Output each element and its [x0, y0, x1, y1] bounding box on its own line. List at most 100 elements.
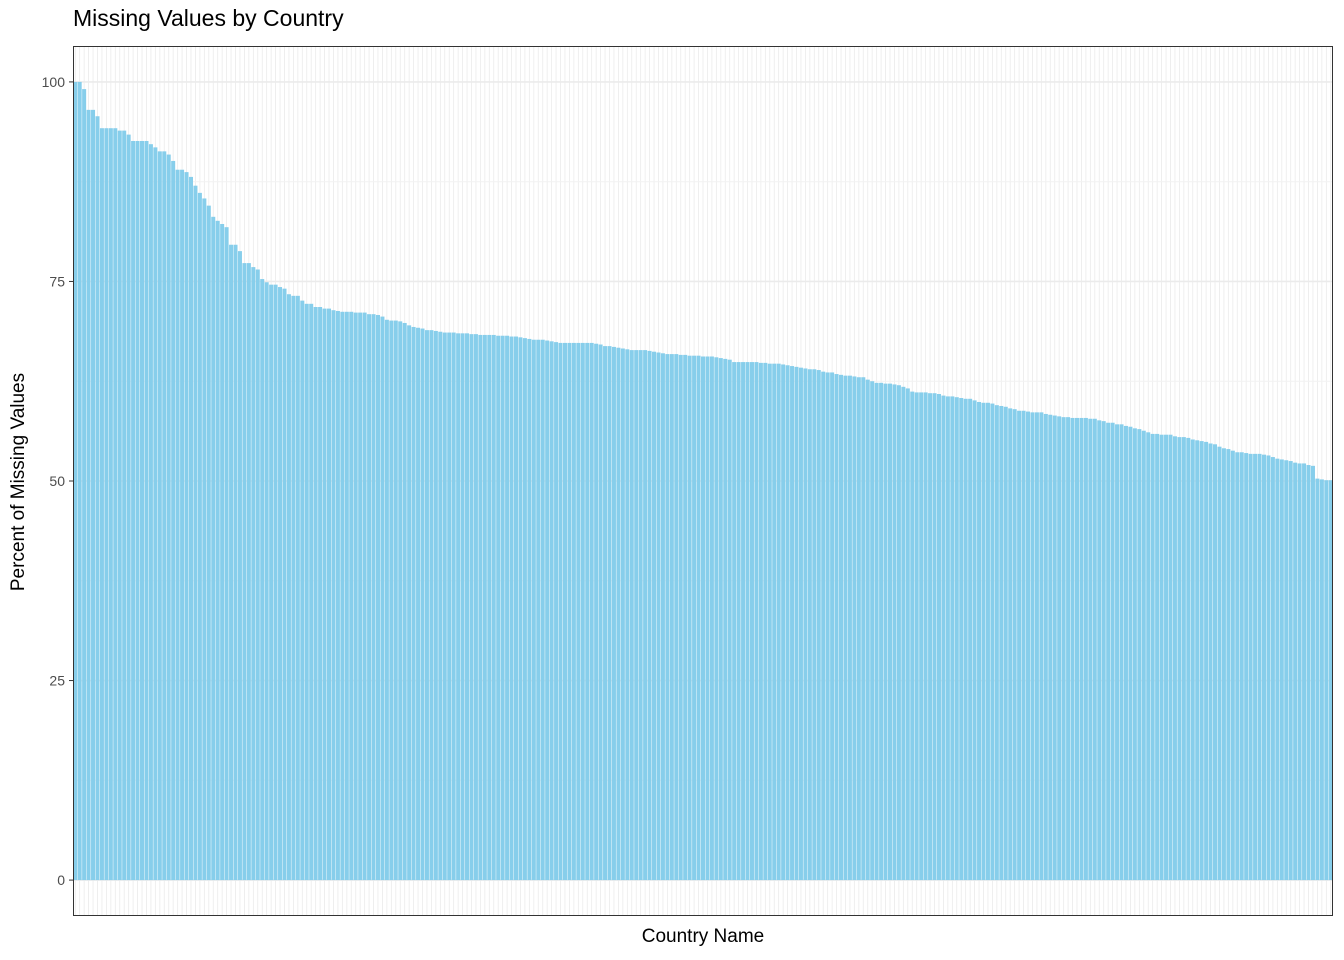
- bar: [665, 354, 670, 881]
- bar: [269, 284, 274, 881]
- bar: [331, 310, 336, 881]
- chart-title: Missing Values by Country: [73, 5, 344, 31]
- bar: [611, 346, 616, 881]
- bar: [705, 356, 710, 881]
- bar: [91, 109, 96, 881]
- bar: [1244, 453, 1249, 881]
- bar: [1248, 453, 1253, 881]
- bar: [589, 342, 594, 881]
- bar: [1195, 440, 1200, 881]
- bar: [874, 382, 879, 881]
- bar: [117, 130, 122, 881]
- bar: [380, 316, 385, 881]
- bar: [749, 362, 754, 881]
- bar: [1315, 478, 1320, 881]
- bar: [745, 362, 750, 881]
- bar: [398, 321, 403, 881]
- bar: [1253, 453, 1258, 881]
- y-tick-label: 50: [49, 473, 65, 489]
- bar: [785, 365, 790, 881]
- bar: [264, 282, 269, 881]
- bar: [1319, 479, 1324, 881]
- bar: [1199, 441, 1204, 881]
- bar: [914, 392, 919, 881]
- bar: [919, 392, 924, 881]
- bar: [358, 312, 363, 881]
- bar: [206, 205, 211, 881]
- bar: [99, 128, 104, 881]
- bar: [718, 358, 723, 881]
- bar: [1026, 411, 1031, 881]
- bar: [816, 370, 821, 881]
- bar: [496, 335, 501, 881]
- bar: [1221, 448, 1226, 881]
- bar: [433, 330, 438, 881]
- bar: [963, 398, 968, 881]
- bar: [625, 349, 630, 881]
- bar: [674, 354, 679, 881]
- bar: [1119, 424, 1124, 881]
- bar: [1328, 480, 1333, 881]
- bar: [273, 284, 278, 881]
- bar: [367, 314, 372, 881]
- bar: [1003, 406, 1008, 881]
- bar: [687, 355, 692, 881]
- bar: [442, 332, 447, 881]
- bar: [1186, 437, 1191, 881]
- bar: [456, 333, 461, 881]
- x-axis-title: Country Name: [641, 926, 765, 947]
- bar: [1190, 439, 1195, 881]
- bar: [402, 322, 407, 881]
- bar: [313, 307, 318, 881]
- bar: [1235, 452, 1240, 881]
- bar: [576, 342, 581, 881]
- bar: [763, 362, 768, 881]
- bar: [812, 369, 817, 881]
- bar: [652, 351, 657, 881]
- bar: [473, 334, 478, 881]
- bar: [727, 359, 732, 881]
- bar: [536, 339, 541, 881]
- bar: [834, 374, 839, 881]
- bar: [1012, 409, 1017, 881]
- bar: [1164, 434, 1169, 881]
- bar: [607, 346, 612, 881]
- bar: [1057, 416, 1062, 881]
- bar: [700, 356, 706, 881]
- bar: [322, 308, 327, 881]
- bar: [197, 192, 202, 881]
- bar: [767, 363, 772, 881]
- bar: [215, 220, 220, 881]
- bar: [865, 379, 870, 881]
- bar: [1257, 453, 1262, 881]
- bar: [304, 303, 309, 881]
- bar: [790, 366, 795, 881]
- bar: [825, 372, 830, 881]
- bar: [567, 342, 572, 881]
- bar: [1239, 452, 1244, 881]
- bar: [131, 140, 136, 881]
- bar: [772, 363, 777, 881]
- bar: [140, 140, 145, 881]
- bar: [669, 354, 674, 881]
- bar: [469, 334, 474, 881]
- bar: [754, 362, 759, 881]
- bar: [1302, 463, 1307, 881]
- bar: [896, 385, 901, 881]
- bar: [941, 395, 946, 881]
- bar: [1279, 459, 1284, 881]
- bar: [856, 377, 861, 881]
- bar: [1030, 412, 1035, 881]
- bar: [545, 340, 550, 881]
- bar: [113, 128, 118, 881]
- bar: [184, 172, 189, 881]
- bar: [171, 160, 176, 881]
- bar: [340, 311, 345, 881]
- bar: [1110, 422, 1115, 881]
- bar: [1115, 424, 1120, 881]
- bar: [847, 375, 852, 881]
- bar: [193, 185, 198, 881]
- bar: [959, 397, 964, 881]
- bar: [220, 223, 225, 881]
- bar: [571, 342, 576, 881]
